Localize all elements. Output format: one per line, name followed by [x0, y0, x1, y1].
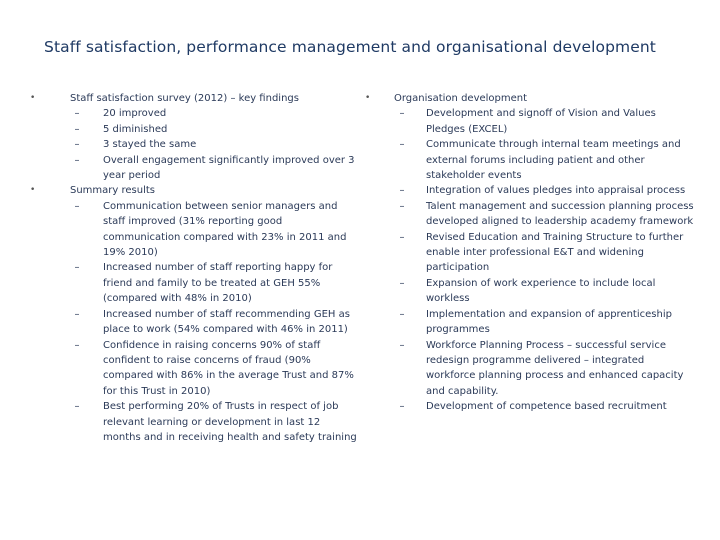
- sub-item: – Implementation and expansion of apprent…: [399, 308, 672, 336]
- sub-item: – Communicate through internal team meeti…: [399, 139, 681, 182]
- sub-item: – Increased number of staff reporting hap…: [74, 262, 333, 305]
- sub-item: – Expansion of work experience to include…: [399, 277, 656, 305]
- bullet-heading: Organisation development: [394, 93, 528, 104]
- left-column: • Staff satisfaction survey (2012) – key…: [30, 91, 360, 445]
- sub-list: – Communication between senior managers a…: [70, 199, 360, 446]
- sub-list: –20 improved –5 diminished –3 stayed the…: [70, 106, 360, 183]
- sub-item: – Confidence in raising concerns 90% of s…: [74, 339, 354, 397]
- sub-item: – Talent management and succession planni…: [399, 200, 694, 228]
- sub-item: –20 improved: [74, 108, 167, 120]
- bullet-survey-findings: • Staff satisfaction survey (2012) – key…: [30, 91, 360, 183]
- sub-item: – Revised Education and Training Structur…: [399, 231, 684, 274]
- slide-title: Staff satisfaction, performance manageme…: [44, 38, 656, 56]
- sub-item: –3 stayed the same: [74, 139, 197, 151]
- bullet-heading: Summary results: [70, 185, 156, 197]
- sub-item: – Best performing 20% of Trusts in respec…: [74, 401, 357, 443]
- bullet-organisation-development: • Organisation development – Development …: [365, 91, 695, 415]
- bullet-heading: Staff satisfaction survey (2012) – key f…: [70, 93, 299, 104]
- sub-item: –5 diminished: [74, 123, 168, 135]
- sub-item: – Development of competence based recruit…: [399, 401, 667, 413]
- right-column: • Organisation development – Development …: [365, 91, 695, 415]
- bullet-summary-results: • Summary results – Communication between…: [30, 183, 360, 445]
- bullet-marker: •: [30, 93, 36, 103]
- sub-item: – Workforce Planning Process – successful…: [399, 339, 684, 397]
- bullet-marker: •: [30, 185, 36, 196]
- sub-item: – Development and signoff of Vision and V…: [399, 108, 656, 135]
- bullet-marker: •: [365, 93, 371, 103]
- sub-item: – Increased number of staff recommending …: [74, 308, 350, 336]
- sub-item: – Communication between senior managers a…: [74, 200, 347, 259]
- sub-list: – Development and signoff of Vision and V…: [394, 106, 695, 414]
- sub-item: – Integration of values pledges into appr…: [399, 185, 686, 197]
- sub-item: – Overall engagement significantly improv…: [74, 154, 355, 182]
